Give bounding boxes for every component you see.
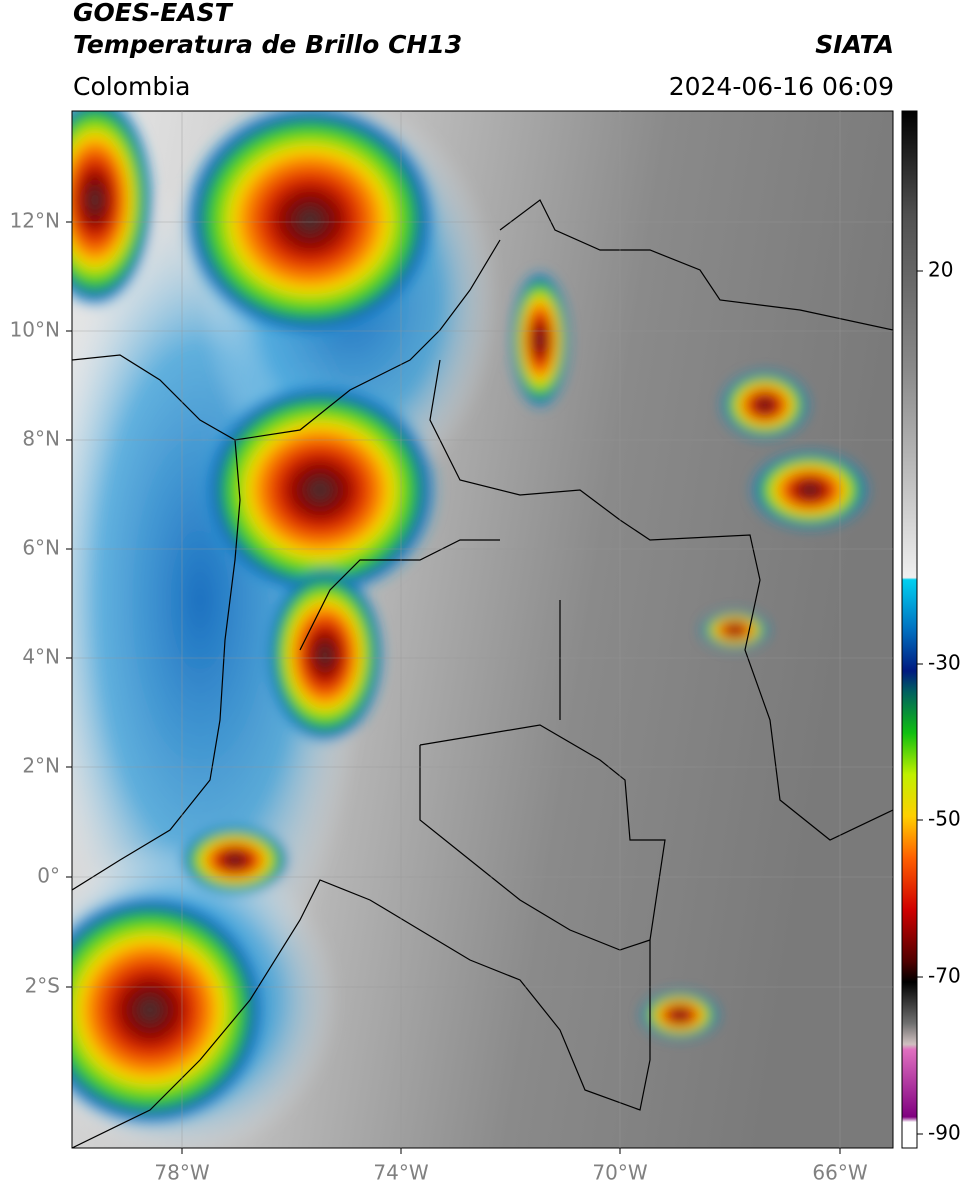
colorbar-label: -30 bbox=[928, 651, 961, 675]
lat-label: 6°N bbox=[22, 536, 60, 560]
lon-label: 78°W bbox=[154, 1161, 209, 1185]
lat-label: 0° bbox=[37, 864, 60, 888]
region: Colombia bbox=[73, 72, 191, 101]
lat-label: 4°N bbox=[22, 645, 60, 669]
colorbar-label: 20 bbox=[928, 258, 953, 282]
title: GOES-EAST bbox=[73, 0, 232, 27]
colorbar-label: -90 bbox=[928, 1121, 961, 1145]
source: SIATA bbox=[815, 30, 894, 59]
lat-label: 12°N bbox=[10, 209, 60, 233]
imagery bbox=[72, 111, 893, 1148]
lon-label: 70°W bbox=[592, 1161, 647, 1185]
subtitle: Temperatura de Brillo CH13 bbox=[73, 30, 463, 59]
lon-label: 66°W bbox=[812, 1161, 867, 1185]
lon-label: 74°W bbox=[373, 1161, 428, 1185]
borders bbox=[72, 199, 893, 1148]
map-frame bbox=[71, 110, 894, 1149]
colorbar-label: -70 bbox=[928, 964, 961, 988]
lat-label: 10°N bbox=[10, 318, 60, 342]
colorbar-label: -50 bbox=[928, 807, 961, 831]
datetime: 2024-06-16 06:09 bbox=[668, 72, 894, 101]
lat-label: 8°N bbox=[22, 427, 60, 451]
colorbar bbox=[901, 110, 918, 1149]
lat-label: 2°N bbox=[22, 754, 60, 778]
lat-label: 2°S bbox=[25, 974, 60, 998]
